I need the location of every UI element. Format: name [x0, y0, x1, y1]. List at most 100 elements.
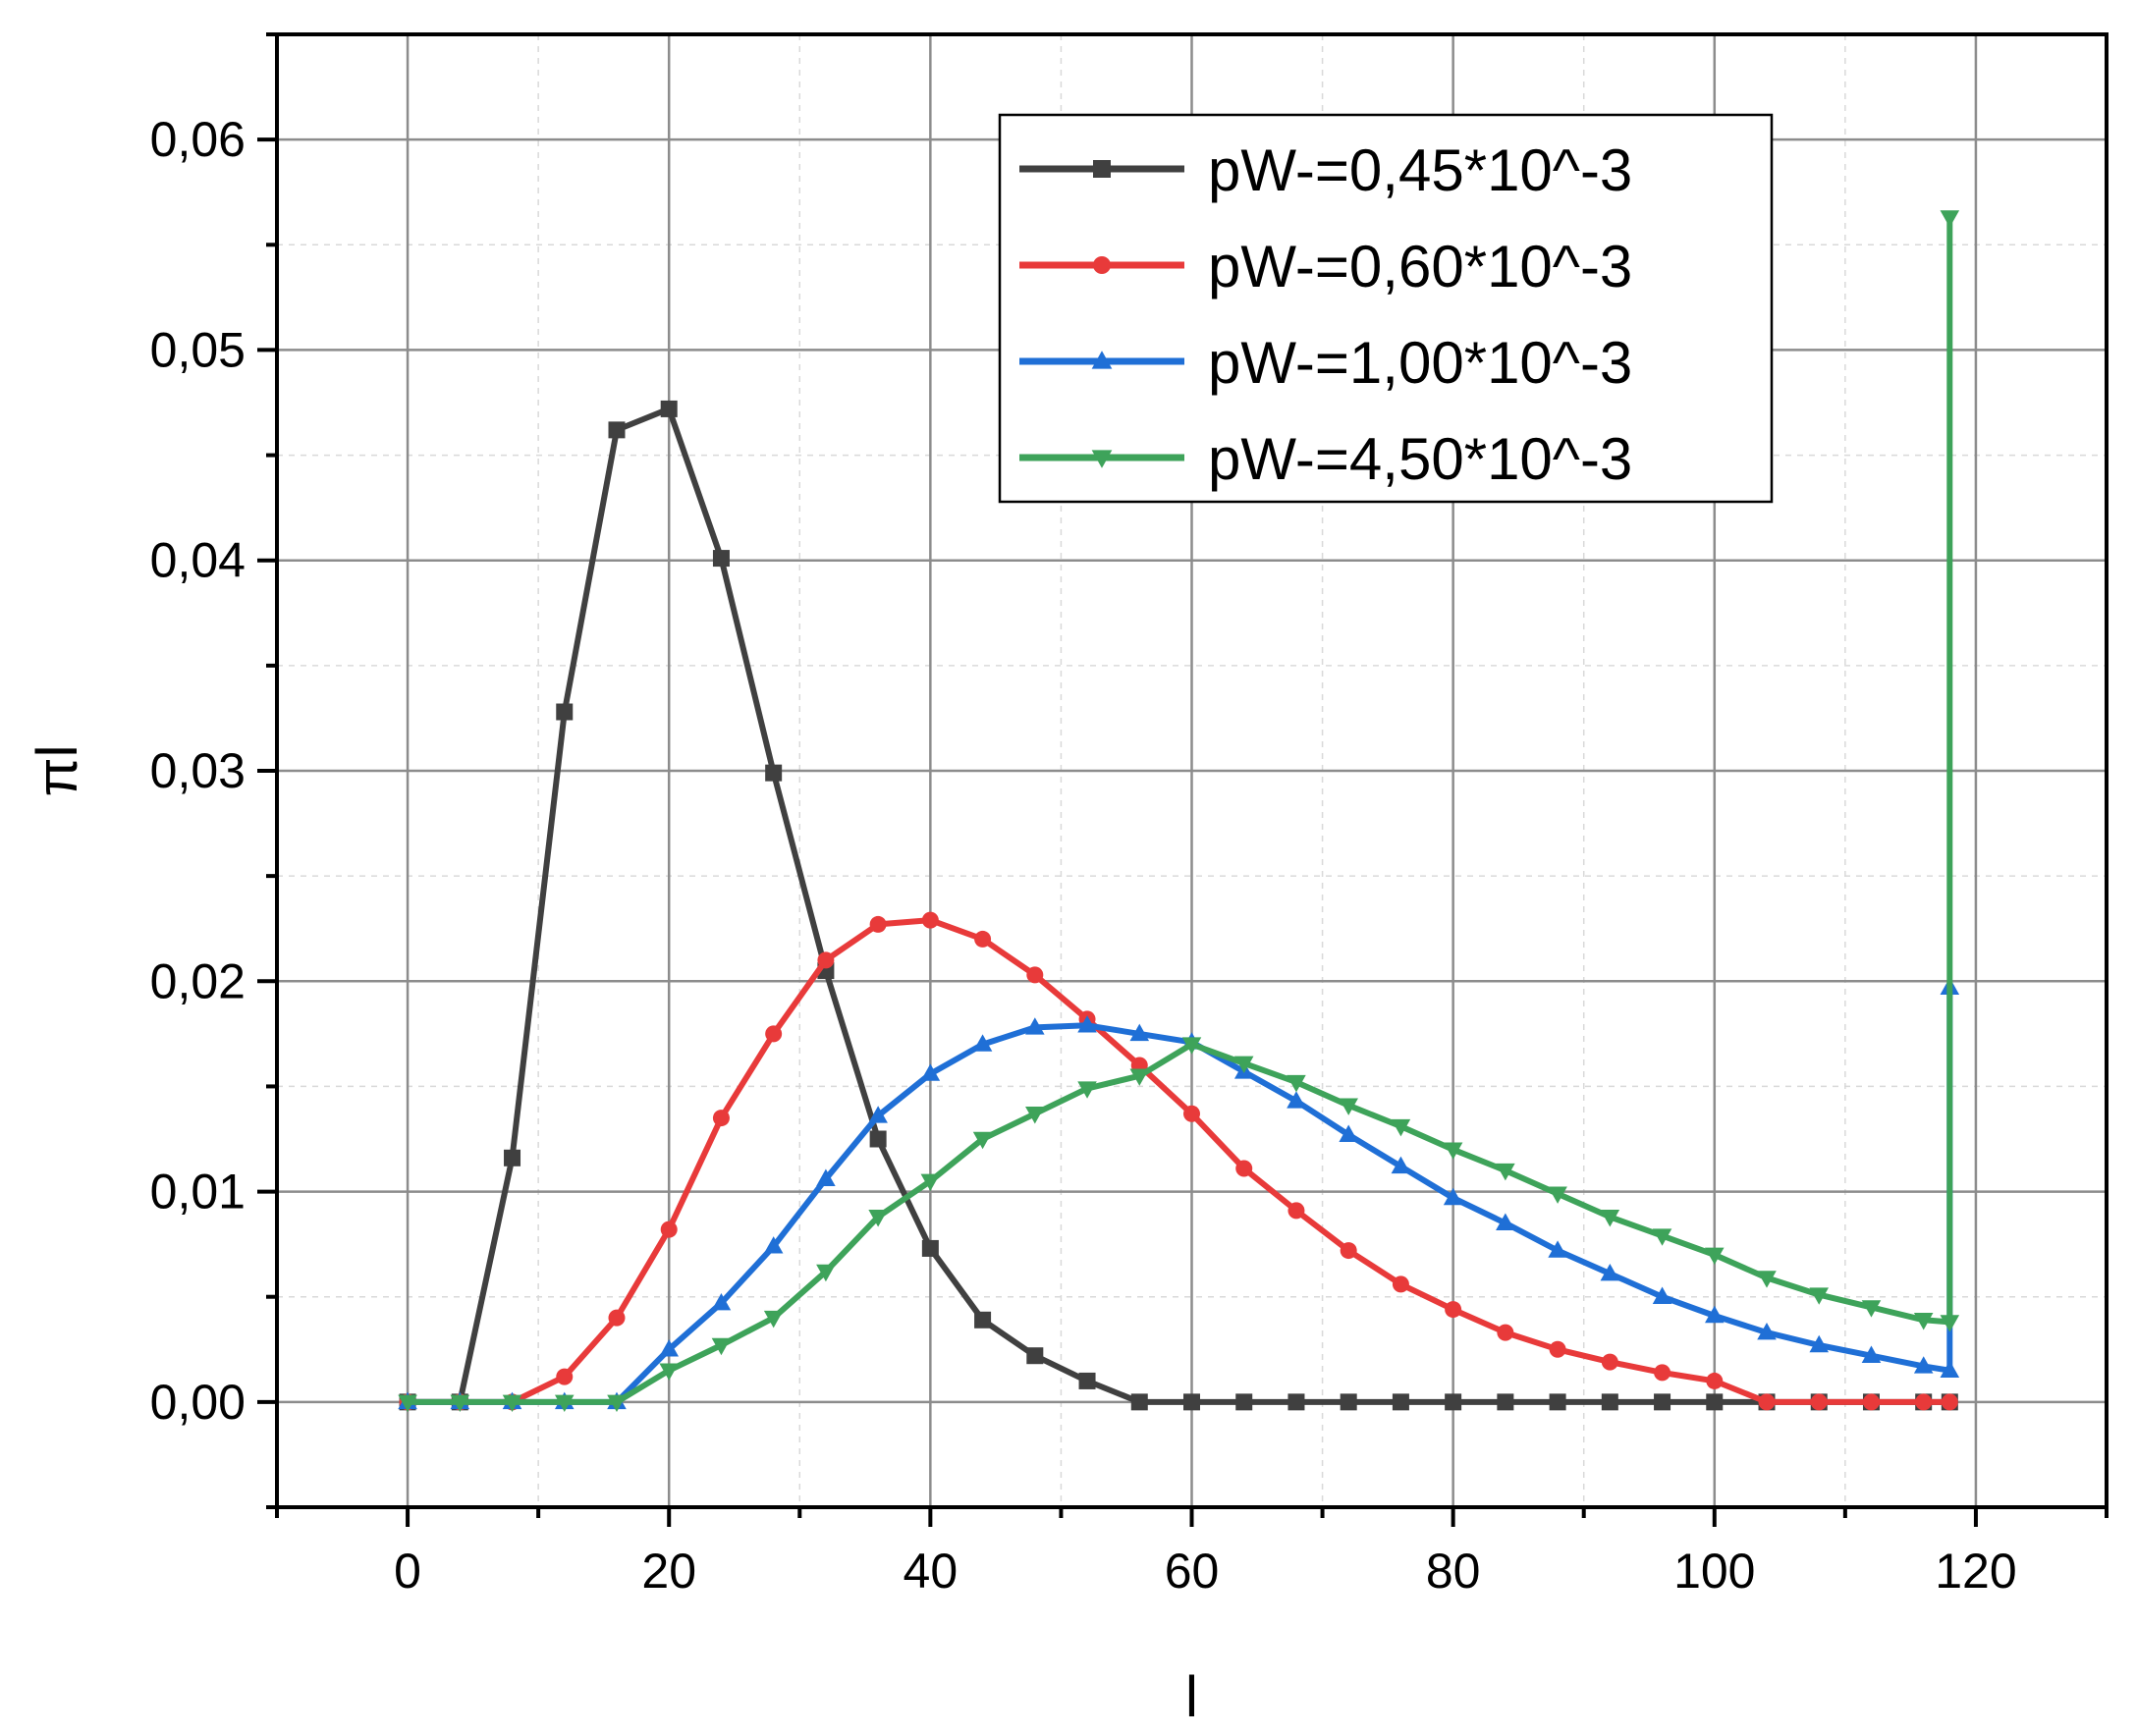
- series-4-point: [711, 1337, 732, 1356]
- x-axis-title: l: [1185, 1665, 1198, 1729]
- series-4-point: [1233, 1056, 1254, 1074]
- series-4-point: [1025, 1107, 1045, 1124]
- series-3-point: [1600, 1263, 1620, 1281]
- series-3-point: [1861, 1345, 1882, 1363]
- series-3-point: [972, 1034, 993, 1052]
- x-tick-label: 100: [1673, 1544, 1755, 1599]
- series-4-point: [1339, 1098, 1358, 1115]
- series-1-point: [1392, 1393, 1409, 1411]
- series-3-point: [711, 1292, 732, 1311]
- series-1-point: [1549, 1393, 1566, 1411]
- x-tick-label: 0: [394, 1544, 421, 1599]
- series-3-point: [1025, 1017, 1045, 1035]
- series-3-point: [659, 1339, 679, 1357]
- series-1-point: [1445, 1393, 1462, 1411]
- series-4-point: [868, 1210, 888, 1227]
- series-2-point: [1601, 1353, 1618, 1371]
- series-4-point: [1705, 1247, 1725, 1266]
- series-4-point: [1129, 1068, 1150, 1086]
- x-tick-label: 20: [641, 1544, 696, 1599]
- series-1-point: [1235, 1393, 1253, 1411]
- y-tick-label: 0,06: [150, 112, 246, 167]
- legend-swatch-marker: [1093, 256, 1111, 274]
- series-4-point: [1287, 1074, 1306, 1093]
- series-2-point: [869, 915, 887, 933]
- legend-label: pW-=0,45*10^-3: [1208, 137, 1632, 203]
- legend-item: pW-=1,00*10^-3: [1019, 330, 1632, 396]
- series-2-point: [1549, 1340, 1566, 1358]
- series-1-point: [1654, 1393, 1671, 1411]
- series-1-point: [1340, 1393, 1357, 1411]
- series-4-point: [1496, 1163, 1515, 1181]
- y-tick-label: 0,01: [150, 1165, 246, 1220]
- series-3-point: [1548, 1240, 1567, 1258]
- y-axis-title: πl: [26, 745, 89, 797]
- legend-label: pW-=1,00*10^-3: [1208, 330, 1632, 396]
- series-2-point: [921, 911, 939, 929]
- series-3-point: [816, 1168, 836, 1186]
- series-2-point: [608, 1309, 626, 1327]
- series-2-point: [1392, 1275, 1409, 1293]
- y-tick-label: 0,05: [150, 322, 246, 377]
- series-4: [398, 210, 1960, 1413]
- series-4-point: [1391, 1118, 1411, 1137]
- series-4-point: [1077, 1081, 1097, 1099]
- series-1-point: [1130, 1393, 1148, 1411]
- series-2-point: [1810, 1393, 1828, 1411]
- series-1-point: [1601, 1393, 1618, 1411]
- series-1-point: [1287, 1393, 1305, 1411]
- series-4-point: [1940, 1315, 1960, 1332]
- series-3-point: [1339, 1124, 1358, 1142]
- series-2-point: [1941, 1393, 1958, 1411]
- series-3-point: [1652, 1286, 1672, 1304]
- legend-item: pW-=4,50*10^-3: [1019, 426, 1632, 492]
- legend-swatch-marker: [1093, 160, 1111, 178]
- series-4-point: [816, 1264, 836, 1282]
- series-2-point: [817, 951, 835, 969]
- series-2-point: [1915, 1393, 1933, 1411]
- axis-ticks: [257, 32, 2109, 1527]
- series-1-point: [712, 550, 730, 568]
- series-2-point: [765, 1025, 783, 1043]
- series-1-point: [504, 1149, 521, 1166]
- series-4-point: [1443, 1142, 1463, 1160]
- y-tick-label: 0,03: [150, 743, 246, 798]
- series-3-point: [868, 1106, 888, 1123]
- series-layer: [398, 210, 1960, 1413]
- series-4-point: [1757, 1271, 1777, 1288]
- series-2-point: [1497, 1324, 1514, 1341]
- series-1-point: [765, 764, 783, 782]
- series-4-point: [1600, 1210, 1620, 1227]
- legend-item: pW-=0,60*10^-3: [1019, 234, 1632, 299]
- series-2-point: [1026, 966, 1044, 984]
- series-4-point: [1913, 1313, 1934, 1330]
- x-tick-label: 40: [904, 1544, 958, 1599]
- series-1-point: [974, 1311, 992, 1329]
- x-tick-label: 80: [1426, 1544, 1481, 1599]
- series-3-point: [763, 1236, 784, 1254]
- y-tick-labels: 0,00 0,01 0,02 0,03 0,04 0,05 0,06: [150, 112, 246, 1430]
- series-3-point: [1129, 1023, 1150, 1042]
- legend-item: pW-=0,45*10^-3: [1019, 137, 1632, 203]
- series-3-point: [920, 1063, 941, 1081]
- y-tick-label: 0,02: [150, 953, 246, 1008]
- series-2-point: [660, 1221, 678, 1238]
- series-4-point: [1940, 210, 1960, 228]
- series-4-point: [398, 1394, 417, 1413]
- series-4-point: [1809, 1287, 1830, 1305]
- series-2-point: [1235, 1160, 1253, 1177]
- series-2-point: [712, 1110, 730, 1127]
- series-3-point: [1496, 1213, 1515, 1230]
- series-2-point: [1654, 1364, 1671, 1382]
- series-4-line: [405, 214, 1953, 1405]
- series-1-point: [1706, 1393, 1724, 1411]
- series-4-point: [1861, 1300, 1882, 1318]
- series-3-point: [1705, 1305, 1725, 1324]
- series-2-point: [1706, 1372, 1724, 1389]
- series-3-point: [1913, 1356, 1934, 1374]
- series-2-point: [1445, 1301, 1462, 1319]
- x-tick-label: 120: [1935, 1544, 2016, 1599]
- series-3-point: [1287, 1091, 1306, 1109]
- legend-label: pW-=4,50*10^-3: [1208, 426, 1632, 492]
